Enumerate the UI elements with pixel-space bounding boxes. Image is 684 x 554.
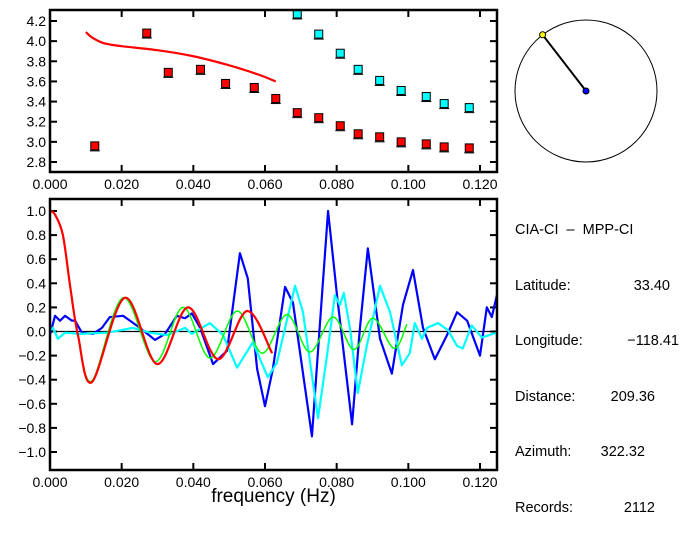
red-points-marker xyxy=(464,143,474,153)
info-row-longitude: Longitude: −118.41 xyxy=(515,332,679,351)
red-points-marker xyxy=(396,137,406,147)
source-dot xyxy=(539,31,547,39)
y-tick-label: −0.6 xyxy=(18,396,46,412)
data-layer xyxy=(85,10,475,154)
cyan-points-marker xyxy=(353,64,363,74)
station-info-panel: CIA-CI – MPP-CI Latitude: 33.40 Longitude… xyxy=(515,184,679,554)
latitude-label: Latitude: xyxy=(515,277,571,294)
x-axis-title: frequency (Hz) xyxy=(211,486,336,507)
red-points-marker xyxy=(375,132,385,142)
y-tick-label: 3.6 xyxy=(27,73,47,89)
x-tick-label: 0.080 xyxy=(319,176,354,192)
azimuth-line xyxy=(541,34,587,92)
red-points-marker xyxy=(163,67,173,77)
y-tick-label: 0.6 xyxy=(27,251,47,267)
red-points-marker xyxy=(90,141,100,151)
cyan-points-marker xyxy=(314,29,324,39)
red-points-marker xyxy=(353,129,363,139)
x-tick-label: 0.100 xyxy=(391,176,426,192)
cyan-points-marker xyxy=(335,48,345,58)
cyan-points-marker xyxy=(292,10,302,19)
red-points-marker xyxy=(421,139,431,149)
x-tick-label: 0.120 xyxy=(462,474,497,490)
distance-value: 209.36 xyxy=(610,388,655,405)
records-label: Records: xyxy=(515,499,574,516)
y-tick-label: 0.0 xyxy=(27,324,47,340)
cyan-points-marker xyxy=(421,92,431,102)
cyan-points-marker xyxy=(439,99,449,109)
info-row-records: Records: 2112 xyxy=(515,499,679,518)
coherency-spectrum-plot: 0.000 0.020 0.040 0.060 0.080 0.100 0.120 1.0 0.… xyxy=(18,197,499,507)
blue-series-line xyxy=(50,209,497,438)
x-tick-label: 0.040 xyxy=(176,474,211,490)
x-tick-label: 0.020 xyxy=(104,176,139,192)
red-series-line xyxy=(50,209,274,384)
station-pair-title: CIA-CI – MPP-CI xyxy=(515,222,634,238)
red-points-marker xyxy=(142,28,152,38)
x-tick-label: 0.020 xyxy=(104,474,139,490)
velocity-dispersion-plot: 0.000 0.020 0.040 0.060 0.080 0.100 0.120 2.8 3.… xyxy=(27,8,499,192)
y-tick-label: −1.0 xyxy=(18,444,46,460)
red-points-marker xyxy=(335,121,345,131)
y-tick-label: 2.8 xyxy=(27,154,47,170)
y-tick-label: 3.4 xyxy=(27,94,47,110)
y-tick-label: −0.2 xyxy=(18,348,46,364)
plot-frame xyxy=(48,197,499,472)
x-tick-label: 0.000 xyxy=(32,474,67,490)
red-points-marker xyxy=(271,94,281,104)
distance-label: Distance: xyxy=(515,388,576,405)
y-tick-label: 3.8 xyxy=(27,53,47,69)
dial-circle xyxy=(514,19,658,163)
red-points-marker xyxy=(221,78,231,88)
cyan-series-line xyxy=(50,284,497,420)
red-model-curve-series-line xyxy=(85,31,277,83)
cyan-points-marker xyxy=(375,75,385,85)
info-row-distance: Distance: 209.36 xyxy=(515,388,679,407)
longitude-label: Longitude: xyxy=(515,333,583,349)
y-tick-label: 3.0 xyxy=(27,134,47,150)
x-tick-label: 0.060 xyxy=(247,176,282,192)
x-tick-label: 0.120 xyxy=(462,176,497,192)
x-tick-label: 0.080 xyxy=(319,474,354,490)
chart-canvas: 0.000 0.020 0.040 0.060 0.080 0.100 0.120 2.8 3.… xyxy=(18,8,658,507)
records-value: 2112 xyxy=(623,499,655,516)
red-points-marker xyxy=(314,113,324,123)
red-points-marker xyxy=(249,82,259,92)
y-tick-label: 0.4 xyxy=(27,275,47,291)
cyan-points-marker xyxy=(396,85,406,95)
red-points-marker xyxy=(196,64,205,74)
y-tick-label: 3.2 xyxy=(27,114,47,130)
longitude-value: −118.41 xyxy=(627,333,679,349)
info-row-latitude: Latitude: 33.40 xyxy=(515,277,679,296)
cyan-points-marker xyxy=(464,103,474,113)
y-tick-label: 1.0 xyxy=(27,203,47,219)
station-dot xyxy=(582,87,590,95)
x-tick-label: 0.100 xyxy=(391,474,426,490)
azimuth-value: 322.32 xyxy=(600,444,645,460)
y-tick-label: 4.0 xyxy=(27,33,47,49)
info-row-azimuth: Azimuth: 322.32 xyxy=(515,443,679,462)
y-tick-label: 0.2 xyxy=(27,299,47,315)
x-tick-label: 0.040 xyxy=(176,176,211,192)
latitude-value: 33.40 xyxy=(633,277,670,294)
x-tick-label: 0.060 xyxy=(247,474,282,490)
red-points-marker xyxy=(439,142,449,152)
x-tick-label: 0.000 xyxy=(32,176,67,192)
y-tick-label: 0.8 xyxy=(27,227,47,243)
y-tick-label: −0.4 xyxy=(18,372,46,388)
y-tick-label: 4.2 xyxy=(27,13,47,29)
plot-frame xyxy=(48,8,499,174)
figure: 0.000 0.020 0.040 0.060 0.080 0.100 0.120 2.8 3.… xyxy=(18,8,679,516)
data-layer xyxy=(50,209,497,438)
red-points-marker xyxy=(292,108,302,118)
azimuth-label: Azimuth: xyxy=(515,444,572,460)
y-tick-label: −0.8 xyxy=(18,420,46,436)
azimuth-dial xyxy=(514,19,658,163)
